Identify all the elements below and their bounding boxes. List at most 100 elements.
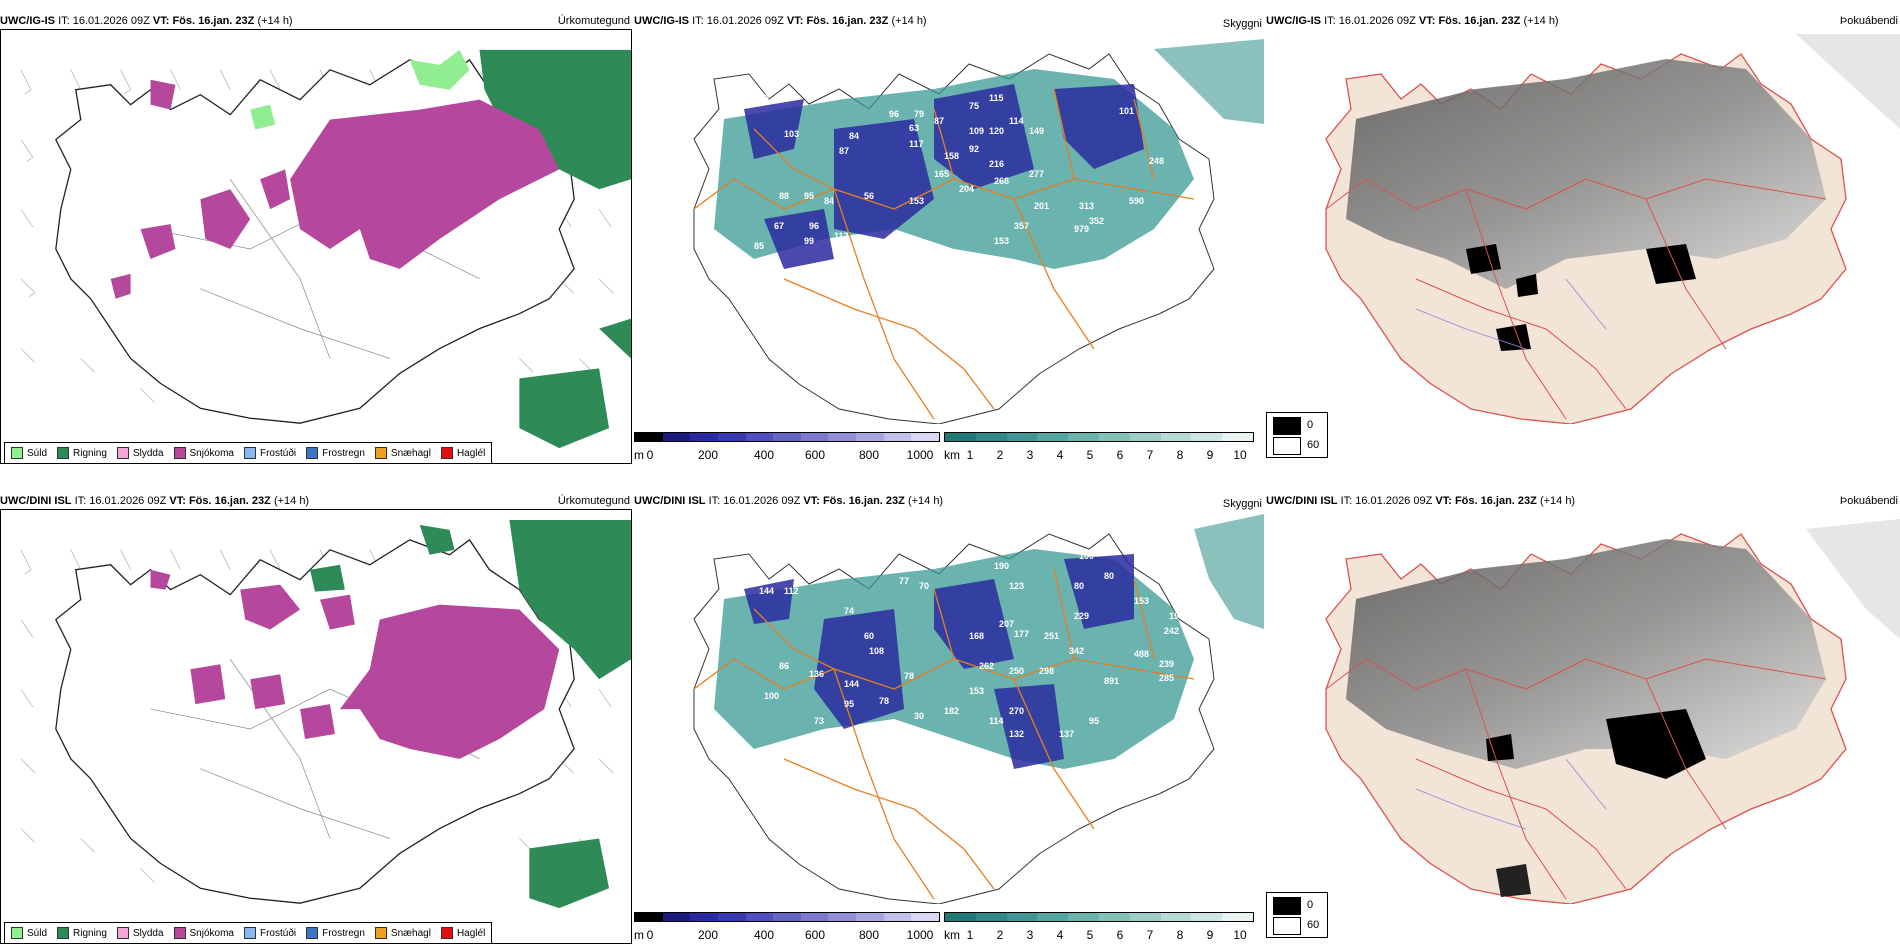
fog-legend-label: 60 [1307, 919, 1320, 931]
fog-map[interactable] [1266, 29, 1900, 424]
drizzle-area [250, 49, 470, 130]
visibility-panel-row2: UWC/DINI ISL IT: 16.01.2026 09Z VT: Fös.… [634, 492, 1264, 944]
svg-text:204: 204 [959, 184, 974, 194]
vt-time: Fös. 16.jan. 23Z [1438, 15, 1521, 27]
legend-item-haglel: Haglél [440, 447, 485, 459]
colorbar-tick: 0 [646, 928, 654, 942]
svg-text:111: 111 [1059, 271, 1073, 281]
legend-item-snaehagl: Snæhagl [374, 447, 431, 459]
colorbar-tick: 5 [1086, 448, 1094, 462]
svg-text:182: 182 [944, 706, 959, 716]
svg-text:112: 112 [834, 231, 849, 241]
svg-text:136: 136 [809, 669, 824, 679]
svg-text:78: 78 [879, 696, 889, 706]
legend-item-frostregn: Frostregn [306, 927, 365, 939]
vt-time: Fös. 16.jan. 23Z [172, 15, 255, 27]
visibility-map[interactable]: 102 93 103 84 87 96 79 87 75 115 101 63 … [634, 29, 1264, 424]
colorbar-tick: 10 [1233, 448, 1247, 462]
svg-text:488: 488 [1134, 649, 1149, 659]
svg-text:101: 101 [1119, 106, 1134, 116]
visibility-map-svg: 102 93 103 84 87 96 79 87 75 115 101 63 … [693, 39, 1264, 424]
svg-text:201: 201 [1034, 201, 1049, 211]
svg-text:88: 88 [779, 191, 789, 201]
colorbar-tick: 1000 [906, 928, 934, 942]
legend-item-rigning: Rigning [57, 447, 107, 459]
svg-text:153: 153 [909, 196, 924, 206]
svg-text:165: 165 [934, 169, 949, 179]
svg-text:190: 190 [994, 561, 1009, 571]
model-name: UWC/DINI ISL [0, 495, 72, 507]
colorbar-tick: 800 [858, 928, 880, 942]
fog-legend-label: 0 [1307, 419, 1314, 431]
rivers [1415, 278, 1607, 350]
colorbar-tick: 8 [1176, 448, 1184, 462]
svg-text:277: 277 [1029, 169, 1044, 179]
roads [693, 568, 1195, 900]
rain-area-ne [479, 49, 631, 190]
svg-text:109: 109 [969, 126, 984, 136]
colorbar-tick: 800 [858, 448, 880, 462]
colorbar-tick: 2 [996, 448, 1004, 462]
fog-map[interactable] [1266, 509, 1900, 904]
svg-text:262: 262 [979, 661, 994, 671]
svg-text:86: 86 [779, 661, 789, 671]
visibility-colorbar: km 1 2 3 4 5 6 7 8 9 10 [944, 912, 1254, 942]
lead-time: (+14 h) [1539, 495, 1576, 507]
svg-text:177: 177 [1014, 629, 1029, 639]
svg-text:95: 95 [804, 191, 814, 201]
svg-text:84: 84 [849, 131, 859, 141]
panel-title: Þokuábendi [1839, 15, 1898, 27]
svg-text:979: 979 [1074, 224, 1089, 234]
svg-text:352: 352 [1089, 216, 1104, 226]
fog-panel-row2: UWC/DINI ISL IT: 16.01.2026 09Z VT: Fös.… [1266, 492, 1900, 944]
precip-map-svg [20, 49, 631, 449]
svg-text:104: 104 [984, 261, 999, 271]
svg-text:30: 30 [914, 711, 924, 721]
svg-text:114: 114 [989, 716, 1004, 726]
svg-text:96: 96 [809, 221, 819, 231]
svg-text:342: 342 [1069, 646, 1084, 656]
legend-item-snaehagl: Snæhagl [374, 927, 431, 939]
vt-time: Fös. 16.jan. 23Z [822, 495, 905, 507]
svg-text:120: 120 [989, 126, 1004, 136]
fog-dark-spots [1466, 244, 1696, 351]
precip-legend: Súld Rigning Slydda Snjókoma Frostúði Fr… [4, 442, 493, 464]
svg-text:108: 108 [869, 646, 884, 656]
svg-text:96: 96 [889, 109, 899, 119]
visibility-value-labels: 102 93 103 84 87 96 79 87 75 115 101 63 … [744, 93, 1164, 281]
colorbar-tick: 600 [804, 928, 826, 942]
fog-sea-area [1796, 34, 1900, 129]
svg-text:99: 99 [734, 586, 744, 596]
svg-text:95: 95 [1089, 716, 1099, 726]
svg-text:207: 207 [999, 619, 1014, 629]
precip-map[interactable] [0, 509, 632, 944]
panel-title: Skyggni [1222, 18, 1262, 30]
panel-header: UWC/IG-IS IT: 16.01.2026 09Z VT: Fös. 16… [1266, 15, 1900, 31]
vt-time: Fös. 16.jan. 23Z [1454, 495, 1537, 507]
svg-text:248: 248 [1149, 156, 1164, 166]
svg-text:80: 80 [1104, 571, 1114, 581]
lead-time: (+14 h) [1523, 15, 1559, 27]
cloud-base-colorbar: m 0 200 400 600 800 1000 [634, 912, 940, 942]
panel-title: Skyggni [1222, 498, 1262, 510]
svg-text:298: 298 [1039, 666, 1054, 676]
colorbar-tick: 10 [1233, 928, 1247, 942]
svg-text:250: 250 [1009, 666, 1024, 676]
precip-map[interactable] [0, 29, 632, 464]
it-label: IT: [1340, 495, 1353, 507]
vt-label: VT: [786, 15, 804, 27]
panel-title: Þokuábendi [1839, 495, 1898, 507]
visibility-map[interactable]: 99 144 112 74 77 70 190 100 80 123 80 15… [634, 509, 1264, 904]
svg-text:84: 84 [824, 196, 834, 206]
precip-panel-row1: UWC/IG-IS IT: 16.01.2026 09Z VT: Fös. 16… [0, 12, 632, 464]
colorbar-gradient [944, 912, 1254, 922]
roads [1325, 658, 1827, 900]
vt-label: VT: [169, 495, 186, 507]
it-label: IT: [74, 495, 87, 507]
svg-text:80: 80 [1074, 581, 1084, 591]
svg-text:103: 103 [784, 129, 799, 139]
colorbar-tick: 200 [697, 928, 719, 942]
svg-text:87: 87 [839, 146, 849, 156]
it-time: 16.01.2026 09Z [72, 15, 150, 27]
svg-text:75: 75 [969, 101, 979, 111]
